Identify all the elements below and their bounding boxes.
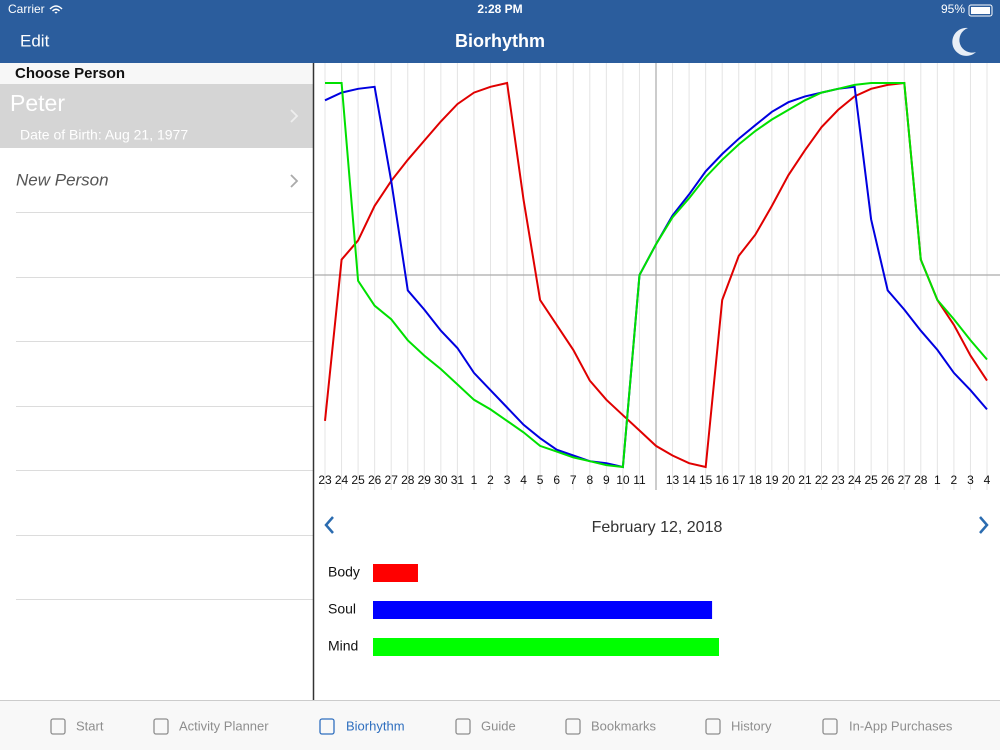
tab-icon[interactable] [455,718,471,735]
x-tick-label: 25 [351,473,365,487]
x-tick-label: 10 [616,473,630,487]
chevron [290,174,299,188]
x-tick-label: 27 [385,473,399,487]
tab-label[interactable]: History [731,718,772,733]
row-separators [16,212,313,600]
x-tick-label: 21 [798,473,812,487]
x-tick-label: 13 [666,473,680,487]
tab-label[interactable]: Bookmarks [591,718,657,733]
selected-person-row[interactable] [0,84,313,148]
x-tick-label: 9 [603,473,610,487]
new-person: New Person [16,170,109,189]
series-line [324,81,988,469]
x-tick-label: 8 [586,473,593,487]
x-tick-label: 15 [699,473,713,487]
tab-label[interactable]: Guide [481,718,516,733]
x-tick-label: 28 [914,473,928,487]
x-tick-label: 20 [782,473,796,487]
x-tick-label: 4 [520,473,527,487]
x-tick-label: 25 [864,473,878,487]
x-tick-label: 29 [418,473,432,487]
x-tick-label: 30 [434,473,448,487]
x-tick-label: 31 [451,473,465,487]
x-tick-label: 28 [401,473,415,487]
chevron [290,109,299,123]
x-tick-label: 26 [881,473,895,487]
tab-label[interactable]: In-App Purchases [849,718,953,733]
battery-percent: 95% [941,2,965,16]
today-bars: Body Soul Mind [328,564,719,656]
x-tick-label: 16 [716,473,730,487]
x-tick-label: 23 [318,473,332,487]
bar [373,601,713,619]
tab-icon[interactable] [50,718,66,735]
biorhythm-chart: 23 24 25 26 27 28 29 30 31 1 2 3 4 5 6 7 8 9 10 11 13 14 15 16 1… [314,63,1000,490]
tab-label[interactable]: Activity Planner [179,718,269,733]
tab-label[interactable]: Start [76,718,104,733]
bar-label: Soul [328,601,356,617]
tab-label[interactable]: Biorhythm [346,718,405,733]
x-tick-label: 5 [537,473,544,487]
x-tick-label: 14 [682,473,696,487]
new-person-row[interactable] [0,148,313,212]
previous-day[interactable] [324,516,334,534]
x-tick-label: 18 [749,473,763,487]
x-tick-label: 24 [848,473,862,487]
next-day[interactable] [979,516,989,534]
bar [373,564,418,582]
x-tick-label: 23 [831,473,845,487]
x-tick-label: 4 [984,473,991,487]
tab-bar [0,700,1000,750]
tabs: Start Activity Planner Biorhythm Guide Bookm… [50,718,953,735]
x-tick-label: 22 [815,473,829,487]
carrier: Carrier [8,2,45,16]
x-tick-label: 26 [368,473,382,487]
battery-icon [968,4,993,17]
x-tick-label: 11 [633,473,646,487]
edit-button[interactable]: Edit [20,31,50,50]
person-detail: Date of Birth: Aug 21, 1977 [20,127,188,143]
x-tick-label: 27 [898,473,912,487]
bar-label: Body [328,564,360,580]
x-tick-label: 6 [553,473,560,487]
nav-title: Biorhythm [455,31,545,51]
x-tick-label: 1 [471,473,478,487]
nav-background [0,0,1000,63]
tab-icon[interactable] [153,718,169,735]
tab-icon[interactable] [822,718,838,735]
wifi-icon [49,5,63,14]
tab-icon[interactable] [319,718,335,735]
sidebar-header-bg [0,63,313,84]
x-tick-label: 17 [732,473,746,487]
x-tick-label: 2 [487,473,494,487]
bar-label: Mind [328,638,358,654]
sidebar-header: Choose Person [15,65,125,82]
x-tick-label: 19 [765,473,779,487]
battery-level [971,7,990,14]
clock: 2:28 PM [477,2,522,16]
series-line [325,82,988,469]
person-name: Peter [10,90,65,116]
x-tick-label: 7 [570,473,577,487]
x-tick-label: 3 [967,473,974,487]
tab-icon[interactable] [565,718,581,735]
current-date: February 12, 2018 [592,519,723,536]
bar [373,638,719,656]
moon-icon[interactable] [952,27,976,56]
x-tick-label: 3 [504,473,511,487]
x-tick-label: 2 [951,473,958,487]
x-tick-label: 24 [335,473,349,487]
x-tick-label: 1 [934,473,941,487]
tab-icon[interactable] [705,718,721,735]
